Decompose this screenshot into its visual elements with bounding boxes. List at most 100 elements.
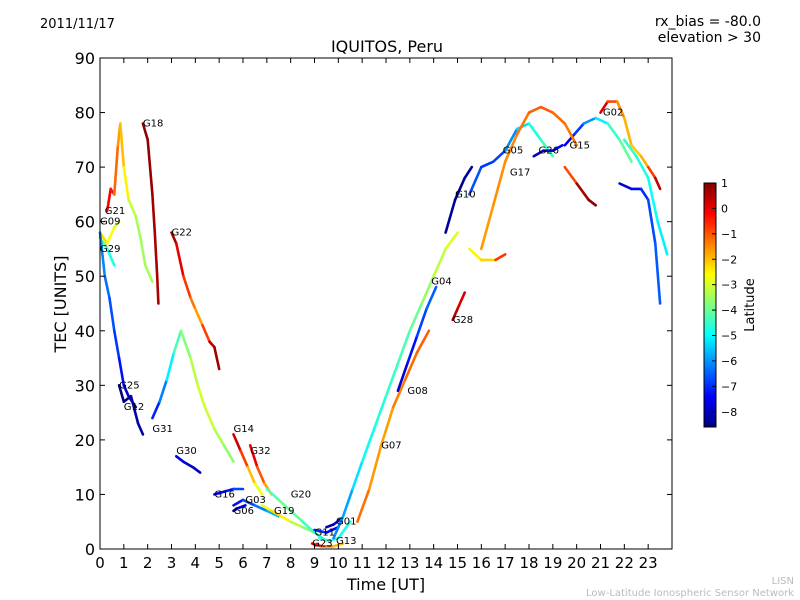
series-segment	[119, 122, 126, 169]
series-segment	[656, 220, 669, 256]
series-segment	[151, 193, 157, 234]
series-segment	[503, 127, 519, 152]
x-tick-label: 3	[167, 554, 177, 572]
satellite-label: G11	[315, 528, 335, 539]
series-segment	[170, 231, 178, 245]
series-segment	[599, 100, 610, 114]
series-segment	[551, 111, 567, 125]
series-segment	[136, 422, 145, 436]
series-segment	[122, 394, 133, 404]
satellite-label: G02	[603, 108, 623, 119]
footer-network: Low-Latitude Ionospheric Sensor Network	[586, 588, 794, 599]
series-segment	[606, 122, 621, 142]
satellite-label: G25	[119, 380, 139, 391]
series-segment	[408, 302, 424, 333]
satellite-label: G17	[510, 168, 530, 179]
series-segment	[301, 520, 316, 534]
series-segment	[451, 307, 459, 322]
series-segment	[494, 253, 507, 262]
series-segment	[420, 274, 436, 305]
series-segment	[646, 176, 660, 223]
rx-bias-label: rx_bias = -80.0	[654, 14, 761, 30]
y-tick-label: 40	[75, 322, 95, 341]
series-segment	[155, 274, 160, 305]
series-segment	[105, 225, 116, 245]
series-segment	[189, 296, 197, 311]
x-tick-label: 7	[262, 554, 272, 572]
series-segment	[403, 351, 419, 382]
series-g31	[151, 329, 235, 464]
series-segment	[646, 198, 657, 245]
series-segment	[587, 198, 598, 207]
series-g03	[232, 498, 281, 518]
series-segment	[639, 187, 650, 202]
series-segment	[146, 138, 154, 196]
series-segment	[265, 509, 281, 518]
satellite-label: G23	[312, 539, 332, 550]
series-segment	[384, 362, 400, 398]
series-segment	[129, 394, 140, 425]
series-segment	[151, 400, 161, 420]
series-segment	[213, 490, 226, 496]
series-g25	[98, 231, 138, 409]
series-g18	[141, 122, 160, 305]
colorbar-tick-label: −2	[721, 253, 737, 266]
series-segment	[260, 504, 273, 513]
series-segment	[253, 482, 264, 496]
series-segment	[122, 383, 130, 398]
satellite-label: G09	[100, 217, 120, 228]
series-g17	[468, 247, 507, 262]
x-tick-label: 17	[496, 554, 515, 572]
series-segment	[653, 176, 662, 191]
series-segment	[341, 487, 354, 518]
series-segment	[117, 383, 126, 404]
series-segment	[563, 122, 579, 147]
series-segment	[432, 247, 447, 278]
satellite-label: G19	[274, 506, 294, 517]
satellite-label: G08	[407, 386, 427, 397]
x-tick-label: 14	[424, 554, 443, 572]
series-segment	[241, 498, 257, 507]
satellite-label: G01	[336, 517, 356, 528]
series-segment	[527, 105, 543, 114]
colorbar-tick-label: 0	[721, 202, 728, 215]
series-g11	[313, 525, 340, 534]
series-segment	[105, 187, 112, 213]
series-segment	[232, 498, 245, 507]
series-g28	[451, 291, 467, 322]
x-tick-label: 22	[615, 554, 634, 572]
series-g-late-1	[618, 182, 662, 305]
series-segment	[618, 182, 633, 191]
colorbar-tick-label: −1	[721, 228, 737, 241]
series-segment	[463, 165, 474, 180]
series-segment	[551, 144, 564, 152]
satellite-label: G12	[124, 402, 144, 413]
x-tick-label: 8	[286, 554, 296, 572]
series-segment	[144, 263, 154, 284]
series-segment	[182, 460, 195, 469]
series-segment	[127, 198, 138, 218]
x-tick-label: 2	[143, 554, 153, 572]
series-segment	[165, 351, 176, 382]
series-segment	[117, 356, 126, 387]
series-segment	[444, 198, 457, 234]
colorbar-label: Latitude	[743, 278, 758, 332]
series-segment	[646, 165, 657, 180]
satellite-label: G13	[336, 536, 356, 547]
y-tick-label: 20	[75, 431, 95, 450]
series-segment	[182, 274, 192, 300]
satellite-label: G31	[152, 424, 172, 435]
date-label: 2011/11/17	[40, 17, 115, 32]
series-segment	[468, 247, 483, 262]
colorbar-tick-label: −5	[721, 330, 737, 343]
series-segment	[479, 204, 495, 251]
satellite-label: G05	[503, 146, 523, 157]
series-g21	[105, 122, 154, 284]
y-axis-label: TEC [UNITS]	[51, 256, 70, 354]
series-y1	[479, 105, 579, 251]
series-segment	[246, 465, 257, 485]
series-segment	[103, 274, 111, 300]
series-segment	[232, 433, 242, 453]
x-tick-label: 19	[543, 554, 562, 572]
series-segment	[575, 182, 590, 202]
